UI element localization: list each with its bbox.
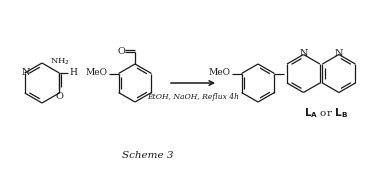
Text: MeO: MeO bbox=[86, 68, 108, 77]
Text: H: H bbox=[70, 68, 77, 77]
Text: $\mathbf{L}_\mathbf{A}$ or $\mathbf{L}_\mathbf{B}$: $\mathbf{L}_\mathbf{A}$ or $\mathbf{L}_\… bbox=[304, 107, 348, 120]
Text: N: N bbox=[299, 48, 308, 57]
Text: MeO: MeO bbox=[209, 68, 230, 77]
Text: EtOH, NaOH, Reflux 4h: EtOH, NaOH, Reflux 4h bbox=[147, 93, 239, 101]
Text: N: N bbox=[335, 48, 343, 57]
Text: NH$_2$: NH$_2$ bbox=[50, 57, 70, 67]
Text: N: N bbox=[22, 68, 30, 77]
Text: O: O bbox=[117, 47, 125, 56]
Text: O: O bbox=[55, 92, 63, 101]
Text: Scheme 3: Scheme 3 bbox=[122, 151, 174, 160]
